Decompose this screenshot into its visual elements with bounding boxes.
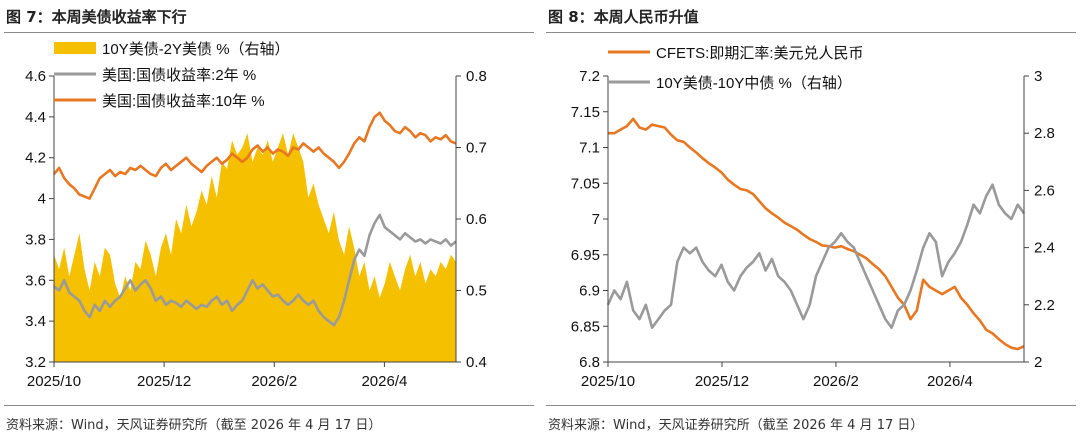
legend-label: 10Y美债-2Y美债 %（右轴） <box>102 41 290 58</box>
left-tick-label: 4.6 <box>25 68 46 85</box>
left-tick-label: 4 <box>38 191 46 208</box>
left-tick-label: 7.05 <box>571 175 600 192</box>
chart-panel-treasury: 图 7：本周美债收益率下行 3.2 3.4 3.6 3.8 4 4.2 4.4 4.6 0.4 0… <box>4 0 536 439</box>
chart-title: 图 8：本周人民币升值 <box>548 8 699 26</box>
right-tick-label: 0.5 <box>466 283 487 300</box>
right-tick-label: 2.4 <box>1034 240 1055 257</box>
legend-label: 美国:国债收益率:10年 % <box>102 93 265 110</box>
left-tick-label: 7.15 <box>571 104 600 121</box>
series-line-2 <box>52 111 457 200</box>
series-line-1 <box>53 213 457 327</box>
source-divider <box>4 405 534 406</box>
x-tick-label: 2026/4 <box>927 373 973 390</box>
left-tick-label: 3.6 <box>25 272 46 289</box>
chart-panel-cny: 图 8：本周人民币升值 6.8 6.85 6.9 6.95 7 7.05 7.1 7.15 7.… <box>546 0 1078 439</box>
right-tick-label: 0.6 <box>466 211 487 228</box>
series-area-0 <box>54 133 456 362</box>
x-tick-label: 2026/2 <box>251 373 297 390</box>
chart-title: 图 7：本周美债收益率下行 <box>6 8 187 26</box>
legend-label: CFETS:即期汇率:美元兑人民币 <box>656 45 864 62</box>
left-tick-label: 3.4 <box>25 313 46 330</box>
left-tick-label: 7.2 <box>579 68 600 85</box>
left-tick-label: 7.1 <box>579 140 600 157</box>
x-tick-label: 2025/12 <box>695 373 749 390</box>
treasury-yield-chart: 3.2 3.4 3.6 3.8 4 4.2 4.4 4.6 0.4 0.5 0.6 0.7 0.8 202… <box>25 41 487 390</box>
right-tick-label: 2.2 <box>1034 297 1055 314</box>
left-tick-label: 6.95 <box>571 247 600 264</box>
x-tick-label: 2026/4 <box>361 373 407 390</box>
legend-label: 10Y美债-10Y中债 %（右轴） <box>656 75 852 92</box>
right-tick-label: 0.4 <box>466 354 487 371</box>
left-tick-label: 3.8 <box>25 231 46 248</box>
right-tick-label: 0.8 <box>466 68 487 85</box>
right-tick-label: 2.8 <box>1034 125 1055 142</box>
left-tick-label: 6.9 <box>579 283 600 300</box>
x-tick-label: 2026/2 <box>813 373 859 390</box>
right-tick-label: 2 <box>1034 354 1042 371</box>
left-tick-label: 4.4 <box>25 109 46 126</box>
left-tick-label: 3.2 <box>25 354 46 371</box>
source-note: 资料来源：Wind，天风证券研究所（截至 2026 年 4 月 17 日） <box>6 418 382 433</box>
left-tick-label: 4.2 <box>25 150 46 167</box>
left-tick-label: 6.85 <box>571 318 600 335</box>
source-divider <box>546 405 1076 406</box>
cny-exchange-chart: 6.8 6.85 6.9 6.95 7 7.05 7.1 7.15 7.2 2 2.2 2.4 2.6 2… <box>571 45 1055 390</box>
series-line-1 <box>606 183 1026 330</box>
left-tick-label: 6.8 <box>579 354 600 371</box>
left-tick-label: 7 <box>592 211 600 228</box>
title-divider <box>546 32 1076 33</box>
source-note: 资料来源：Wind，天风证券研究所（截至 2026 年 4 月 17 日） <box>548 418 924 433</box>
x-tick-label: 2025/12 <box>137 373 191 390</box>
right-tick-label: 2.6 <box>1034 182 1055 199</box>
legend-swatch <box>54 42 96 54</box>
right-tick-label: 3 <box>1034 68 1042 85</box>
legend-label: 美国:国债收益率:2年 % <box>102 67 256 84</box>
title-divider <box>4 32 534 33</box>
series-line-0 <box>608 117 1025 351</box>
x-tick-label: 2025/10 <box>27 373 81 390</box>
right-tick-label: 0.7 <box>466 140 487 157</box>
x-tick-label: 2025/10 <box>581 373 635 390</box>
